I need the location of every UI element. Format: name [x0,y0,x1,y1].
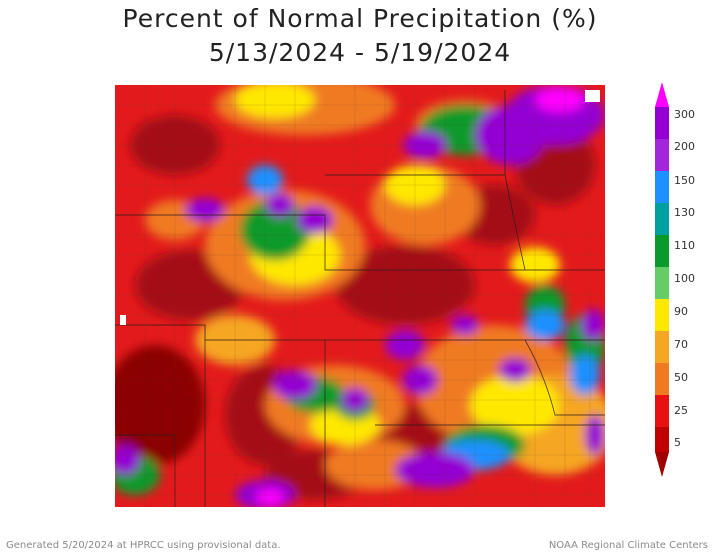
legend-label-200: 200 [674,140,695,153]
source-credit: NOAA Regional Climate Centers [548,540,708,551]
legend-label-5: 5 [674,436,681,449]
legend-label-70: 70 [674,338,688,351]
legend-label-100: 100 [674,272,695,285]
legend-label-110: 110 [674,239,695,252]
generated-note: Generated 5/20/2024 at HPRCC using provi… [6,540,281,551]
legend-label-130: 130 [674,206,695,219]
legend-label-90: 90 [674,305,688,318]
legend-label-300: 300 [674,108,695,121]
color-scale-bar [655,82,669,477]
legend-label-150: 150 [674,174,695,187]
precipitation-map [115,85,605,507]
map-title: Percent of Normal Precipitation (%) [122,4,598,33]
legend-label-25: 25 [674,404,688,417]
legend-label-50: 50 [674,371,688,384]
date-range: 5/13/2024 - 5/19/2024 [208,38,512,67]
